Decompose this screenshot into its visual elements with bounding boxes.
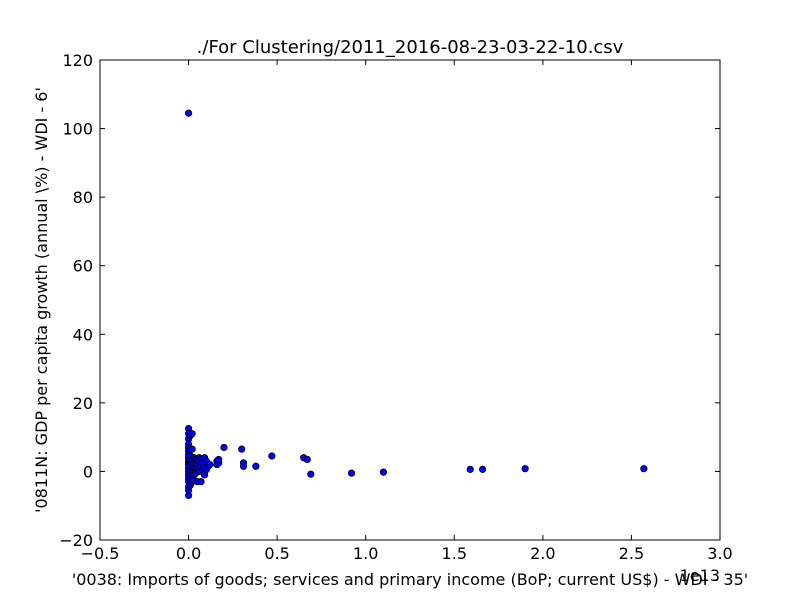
data-point (188, 445, 196, 453)
y-tick-label: 120 (62, 51, 93, 70)
x-tick-label: 1.0 (353, 544, 378, 563)
data-point (239, 462, 248, 470)
data-point (303, 455, 311, 464)
x-axis-label: '0038: Imports of goods; services and pr… (72, 570, 748, 589)
data-point (252, 462, 260, 470)
x-axis-scale-label: 1e13 (680, 566, 720, 585)
data-point (215, 455, 223, 464)
data-point (184, 109, 193, 117)
x-tick-label: 0.0 (176, 544, 201, 563)
x-tick-label: 0.5 (264, 544, 289, 563)
y-tick-label: 40 (73, 325, 93, 344)
data-point (206, 460, 214, 469)
data-point (479, 465, 487, 473)
y-tick-label: 0 (83, 462, 93, 481)
plot-frame (99, 59, 721, 541)
y-axis-label: '0811N: GDP per capita growth (annual \%… (32, 87, 51, 513)
data-point (466, 465, 474, 473)
data-points (184, 109, 648, 500)
data-point (220, 443, 228, 452)
y-tick-label: 20 (73, 394, 93, 413)
data-point (347, 469, 356, 477)
x-tick-label: 3.0 (707, 544, 732, 563)
data-point (521, 465, 529, 473)
data-point (188, 430, 196, 438)
y-tick-label: 80 (73, 188, 93, 207)
data-point (268, 452, 276, 460)
x-tick-label: 2.0 (530, 544, 555, 563)
data-point (379, 468, 388, 476)
x-tick-label: 1.5 (442, 544, 467, 563)
chart-title: ./For Clustering/2011_2016-08-23-03-22-1… (197, 37, 624, 58)
data-point (184, 491, 193, 500)
axis-ticks: −0.5 0.0 0.5 1.0 1.5 2.0 2.5 3.0 −20 0 20 40 60 80 100… (59, 51, 732, 563)
y-tick-label: −20 (59, 531, 93, 550)
data-point (307, 470, 315, 478)
data-point (640, 465, 648, 473)
data-point (197, 478, 205, 486)
x-tick-label: −0.5 (81, 544, 120, 563)
y-tick-label: 60 (73, 257, 93, 276)
y-tick-label: 100 (62, 120, 93, 139)
data-point (238, 445, 246, 453)
x-tick-label: 2.5 (619, 544, 644, 563)
